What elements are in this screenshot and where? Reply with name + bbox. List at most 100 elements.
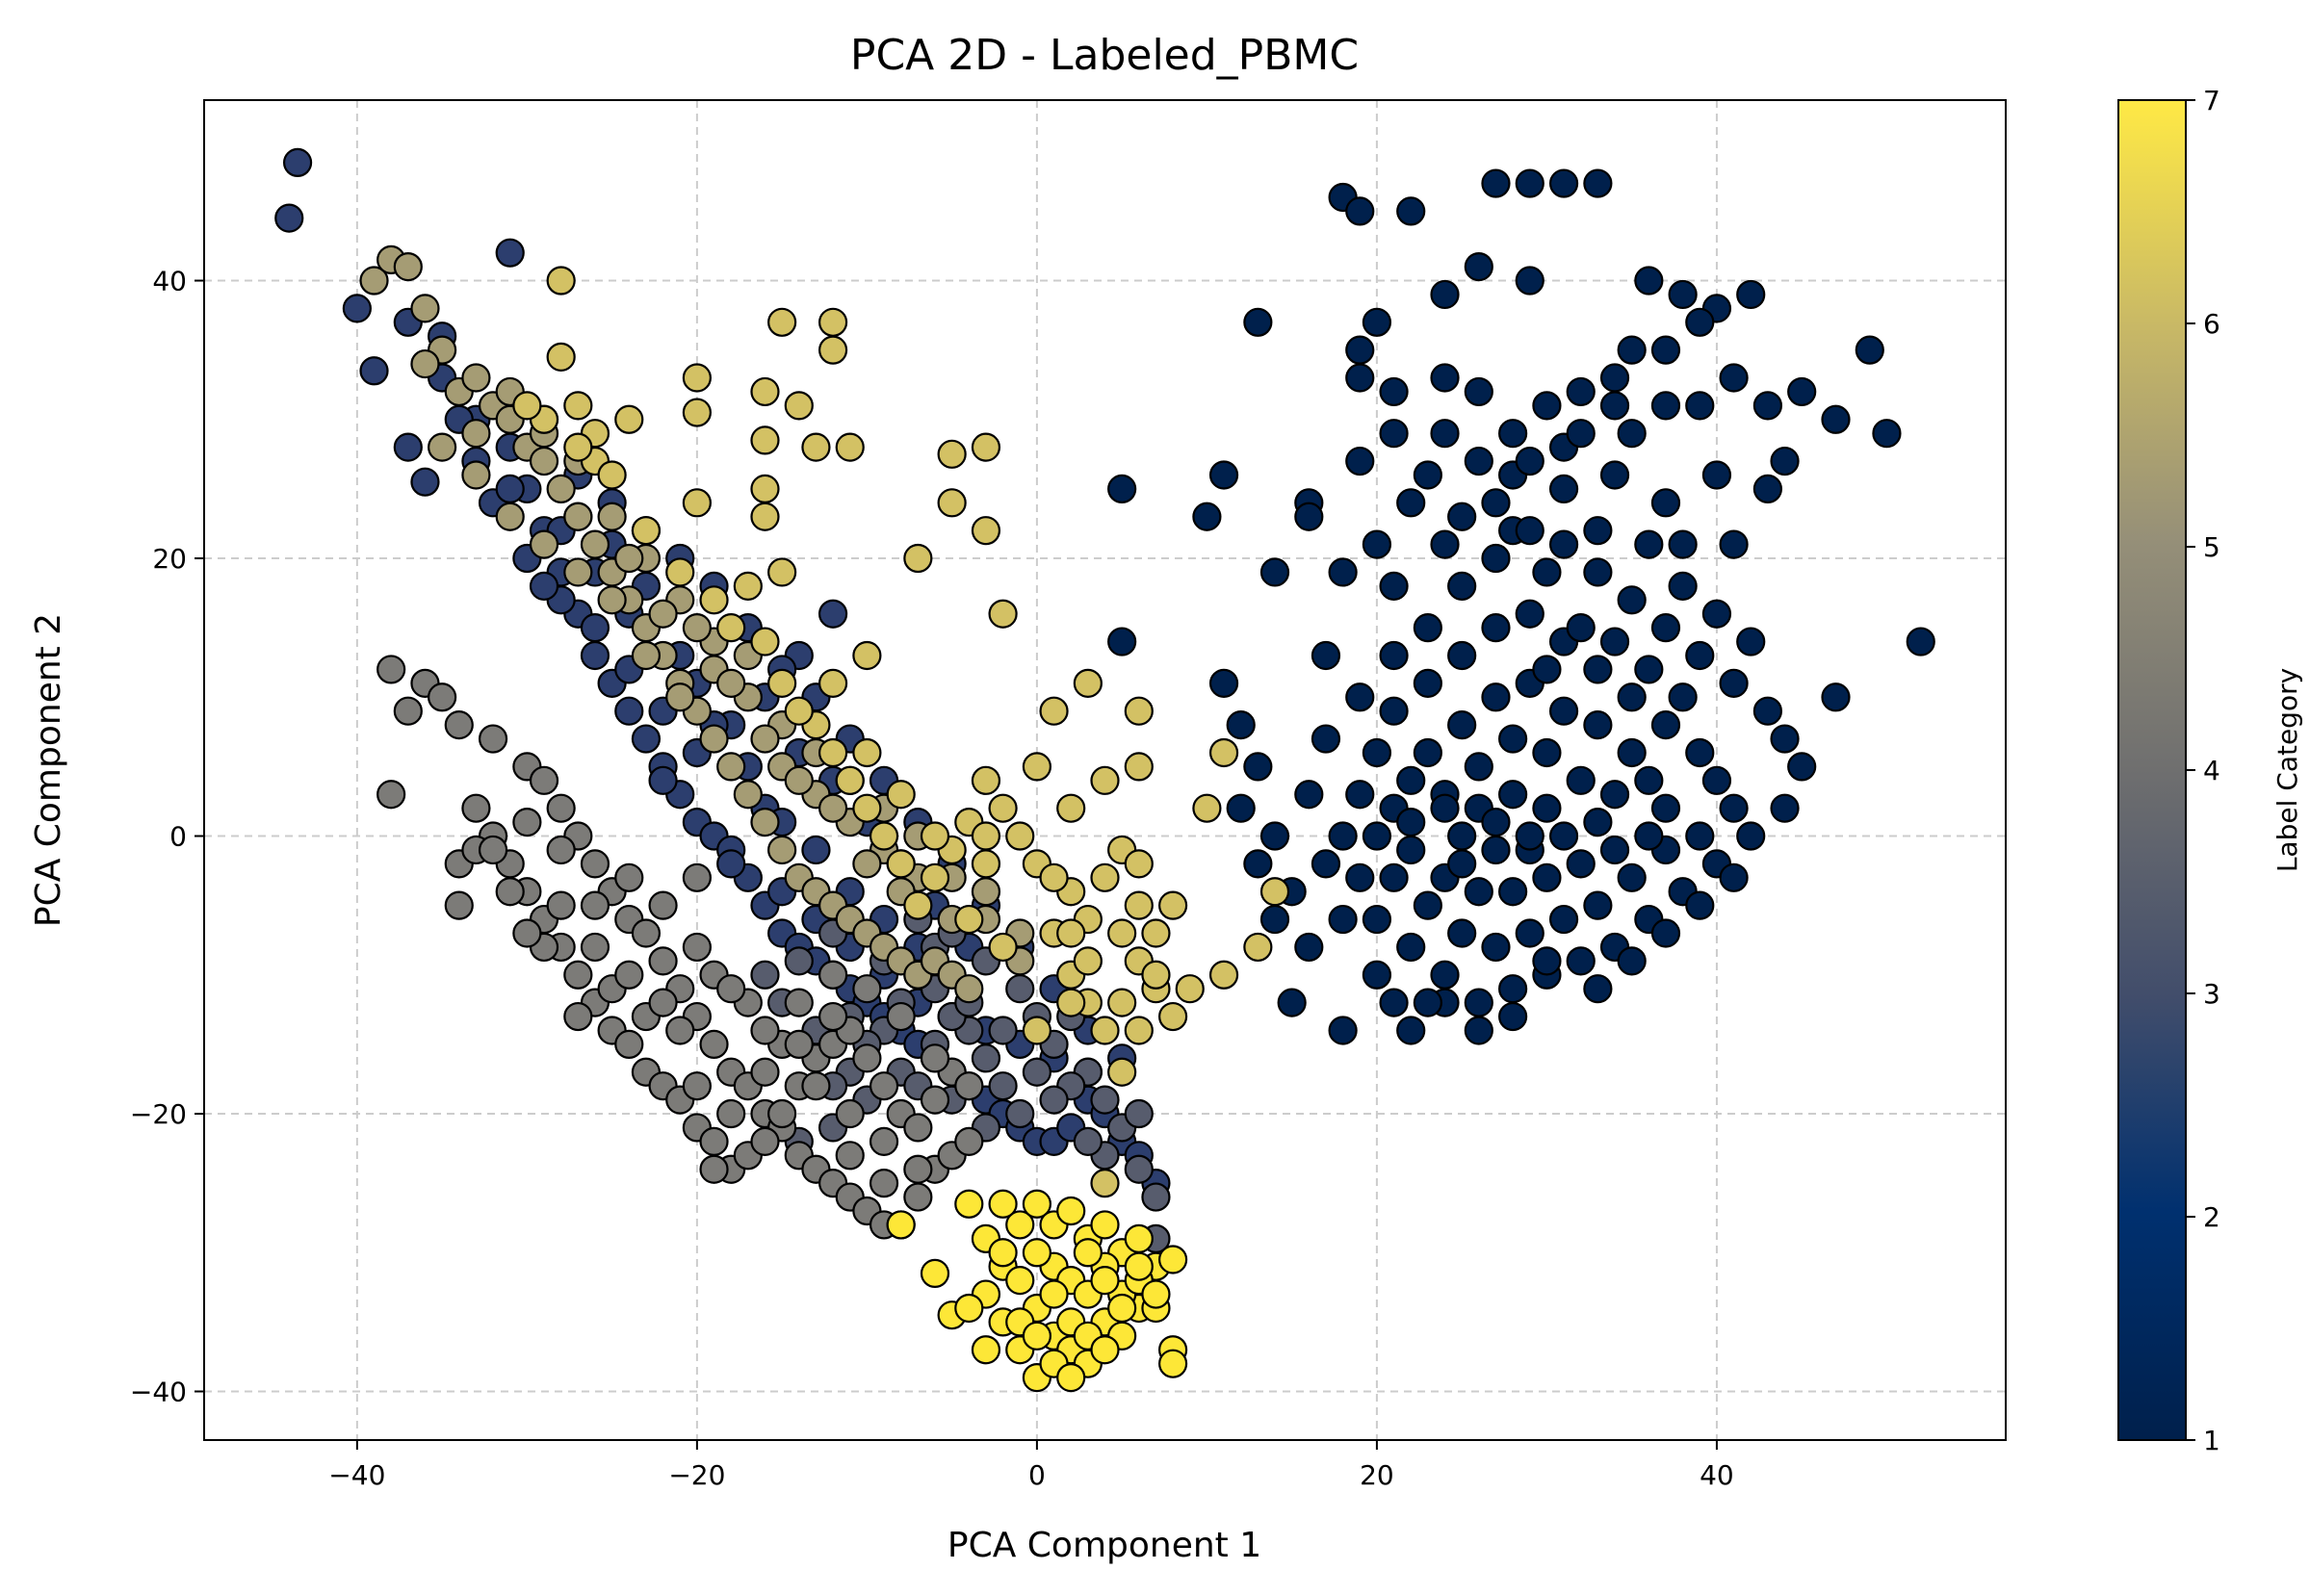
scatter-point-category-1	[1906, 627, 1935, 656]
scatter-point-category-1	[1634, 821, 1664, 851]
scatter-point-category-4	[869, 1169, 899, 1198]
scatter-point-category-1	[1650, 793, 1681, 823]
scatter-point-category-4	[478, 724, 508, 754]
scatter-point-category-2	[410, 467, 440, 497]
scatter-point-category-6	[971, 849, 1001, 879]
scatter-point-category-1	[1685, 307, 1715, 337]
y-axis-label: PCA Component 2	[29, 613, 68, 927]
scatter-point-category-1	[1617, 682, 1647, 712]
scatter-point-category-1	[1362, 529, 1392, 559]
scatter-point-category-3	[1141, 1182, 1171, 1212]
colorbar-tick-label: 3	[2203, 978, 2220, 1010]
scatter-point-category-5	[546, 474, 576, 503]
colorbar-label: Label Category	[2271, 668, 2303, 872]
scatter-point-category-6	[767, 668, 797, 698]
scatter-point-category-6	[665, 557, 695, 587]
scatter-point-category-7	[954, 1293, 984, 1324]
scatter-point-category-6	[1124, 1016, 1154, 1045]
scatter-point-category-1	[1243, 849, 1273, 879]
scatter-point-category-4	[376, 655, 406, 684]
scatter-point-category-1	[1532, 946, 1562, 976]
scatter-point-category-4	[665, 1016, 695, 1045]
scatter-point-category-1	[1701, 599, 1732, 629]
plot-border	[203, 99, 2007, 1441]
scatter-point-category-1	[1379, 988, 1409, 1017]
scatter-point-category-2	[274, 203, 304, 233]
scatter-point-category-4	[682, 1071, 712, 1101]
scatter-point-category-1	[1447, 640, 1477, 671]
scatter-point-category-5	[699, 724, 729, 754]
x-tick-label: 20	[1360, 1459, 1394, 1491]
scatter-point-category-4	[903, 1113, 933, 1143]
scatter-point-category-7	[920, 1258, 950, 1289]
scatter-point-category-6	[852, 737, 882, 768]
scatter-point-category-5	[954, 974, 984, 1004]
scatter-point-category-7	[1090, 1210, 1120, 1240]
scatter-point-category-1	[1345, 196, 1375, 226]
scatter-point-category-5	[410, 294, 440, 323]
scatter-point-category-1	[1259, 821, 1290, 851]
scatter-point-category-6	[784, 696, 814, 726]
scatter-point-category-3	[1073, 1126, 1103, 1156]
scatter-point-category-7	[1022, 1189, 1051, 1219]
scatter-point-category-7	[988, 1189, 1018, 1219]
scatter-point-category-1	[1294, 502, 1324, 531]
colorbar-tick-label: 2	[2203, 1201, 2220, 1233]
scatter-point-category-6	[1056, 988, 1086, 1017]
scatter-point-category-4	[580, 932, 610, 963]
scatter-point-category-7	[1022, 1321, 1051, 1351]
scatter-point-category-2	[716, 849, 746, 879]
scatter-point-category-4	[835, 1098, 865, 1129]
scatter-point-category-6	[920, 821, 950, 851]
scatter-point-category-4	[648, 946, 678, 976]
scatter-point-category-6	[512, 391, 542, 421]
scatter-point-category-5	[597, 585, 627, 615]
scatter-point-category-1	[1362, 960, 1392, 990]
scatter-points	[274, 147, 1935, 1393]
scatter-point-category-5	[563, 502, 593, 531]
scatter-point-category-4	[580, 890, 610, 920]
scatter-point-category-1	[1634, 765, 1664, 795]
scatter-point-category-4	[903, 1182, 933, 1212]
scatter-point-category-1	[1107, 627, 1137, 656]
scatter-point-category-5	[733, 780, 763, 810]
scatter-point-category-4	[529, 765, 559, 795]
scatter-point-category-1	[1770, 724, 1800, 754]
scatter-point-category-6	[937, 439, 967, 469]
scatter-point-category-6	[1175, 974, 1205, 1004]
scatter-point-category-1	[1685, 737, 1715, 768]
scatter-point-category-3	[988, 1071, 1018, 1101]
scatter-point-category-1	[1650, 710, 1681, 740]
scatter-point-category-1	[1396, 932, 1426, 963]
scatter-point-category-4	[903, 1154, 933, 1184]
scatter-point-category-1	[1430, 960, 1460, 990]
scatter-point-category-1	[1752, 474, 1782, 503]
x-tick-label: −40	[328, 1459, 385, 1491]
scatter-point-category-1	[1447, 849, 1477, 879]
x-tick-label: 40	[1700, 1459, 1734, 1491]
scatter-point-category-2	[580, 640, 610, 671]
scatter-point-category-1	[1345, 446, 1375, 476]
scatter-point-category-5	[631, 640, 662, 671]
scatter-point-category-6	[1243, 932, 1273, 963]
scatter-point-category-2	[614, 696, 644, 726]
scatter-point-category-6	[971, 821, 1001, 851]
scatter-point-category-6	[1124, 890, 1154, 920]
scatter-point-category-1	[1379, 696, 1409, 726]
scatter-point-category-3	[988, 1016, 1018, 1045]
colorbar-tick-label: 1	[2203, 1425, 2220, 1456]
scatter-point-category-5	[852, 849, 882, 879]
scatter-point-category-1	[1277, 988, 1307, 1017]
scatter-point-category-5	[393, 251, 423, 282]
scatter-point-category-1	[1583, 655, 1613, 684]
scatter-point-category-6	[546, 266, 576, 296]
scatter-point-category-1	[1515, 266, 1544, 296]
scatter-point-category-6	[852, 640, 882, 671]
scatter-point-category-1	[1532, 862, 1562, 892]
scatter-point-category-1	[1617, 862, 1647, 892]
x-axis-label: PCA Component 1	[947, 1526, 1261, 1565]
scatter-point-category-4	[716, 1098, 746, 1129]
scatter-point-category-2	[580, 613, 610, 643]
colorbar-tick-label: 4	[2203, 755, 2220, 786]
scatter-point-category-4	[767, 1098, 797, 1129]
